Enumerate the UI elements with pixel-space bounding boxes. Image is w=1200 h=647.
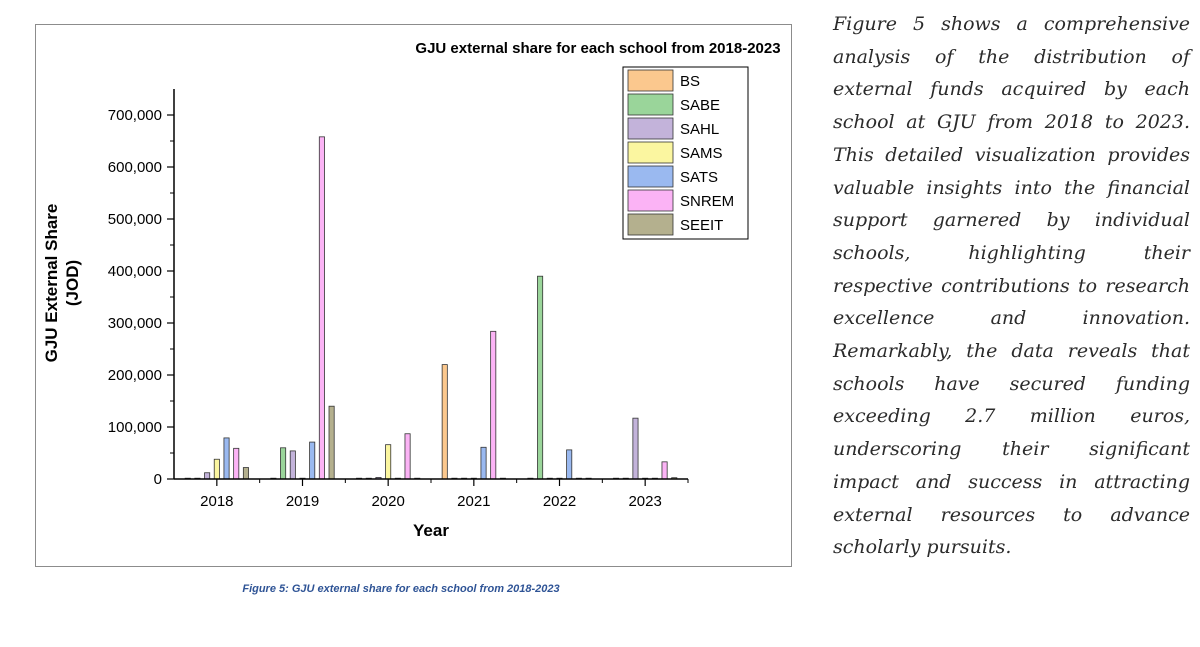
- bars: [184, 136, 678, 480]
- legend-label-seeit: SEEIT: [680, 217, 723, 234]
- x-axis: 2018 2019 2020 2021 2022 2023: [200, 479, 689, 510]
- chart-title: GJU external share for each school from …: [415, 40, 780, 57]
- y-tick-label: 700,000: [108, 107, 162, 124]
- y-axis-label-line1: GJU External Share: [42, 204, 61, 363]
- bar-sabe-2019: [280, 447, 287, 480]
- bar-seeit-2018: [242, 467, 249, 480]
- legend-swatch-sams: [627, 141, 674, 164]
- bar-sats-2022: [566, 449, 573, 480]
- legend-label-sahl: SAHL: [680, 121, 719, 138]
- bar-chart: GJU external share for each school from …: [42, 40, 781, 540]
- legend-swatch-sats: [627, 165, 674, 188]
- y-axis-label-line2: (JOD): [63, 260, 82, 306]
- bar-sats-2018: [223, 437, 230, 480]
- y-tick-label: 100,000: [108, 419, 162, 436]
- bar-sams-2018: [213, 458, 220, 480]
- bar-sams-2020: [385, 444, 392, 480]
- x-tick-label: 2021: [457, 493, 490, 510]
- bar-sahl-2023: [632, 417, 639, 480]
- bar-snrem-2018: [233, 447, 240, 480]
- y-axis: 0 100,000 200,000 300,000 400,000 500,000 600,…: [108, 107, 174, 488]
- y-tick-label: 600,000: [108, 159, 162, 176]
- x-axis-label: Year: [413, 521, 449, 540]
- bar-sahl-2018: [204, 472, 211, 480]
- bar-bs-2021: [441, 364, 448, 480]
- legend-swatch-seeit: [627, 213, 674, 236]
- bar-snrem-2019: [318, 136, 325, 480]
- bar-sats-2021: [480, 446, 487, 480]
- legend-swatch-snrem: [627, 189, 674, 212]
- bar-sats-2019: [309, 441, 316, 480]
- x-tick-label: 2022: [543, 493, 576, 510]
- bar-snrem-2023: [661, 461, 668, 480]
- description-paragraph: Figure 5 shows a comprehensive analysis …: [833, 13, 1190, 559]
- y-tick-label: 400,000: [108, 263, 162, 280]
- y-tick-label: 300,000: [108, 315, 162, 332]
- legend-label-bs: BS: [680, 73, 700, 90]
- bar-snrem-2021: [490, 330, 497, 480]
- legend: BS SABE SAHL SAMS SATS SNREM SEEIT: [622, 66, 749, 240]
- y-tick-label: 200,000: [108, 367, 162, 384]
- y-tick-label: 0: [154, 471, 162, 488]
- legend-label-snrem: SNREM: [680, 193, 734, 210]
- legend-swatch-bs: [627, 69, 674, 92]
- bar-seeit-2019: [328, 405, 335, 480]
- y-tick-label: 500,000: [108, 211, 162, 228]
- legend-label-sats: SATS: [680, 169, 718, 186]
- figure-caption: Figure 5: GJU external share for each sc…: [242, 583, 560, 595]
- bar-sabe-2022: [537, 275, 544, 480]
- legend-label-sabe: SABE: [680, 97, 720, 114]
- legend-label-sams: SAMS: [680, 145, 723, 162]
- legend-swatch-sahl: [627, 117, 674, 140]
- bar-sahl-2019: [289, 450, 296, 480]
- x-tick-label: 2023: [628, 493, 661, 510]
- legend-swatch-sabe: [627, 93, 674, 116]
- chart-frame: GJU external share for each school from …: [35, 24, 792, 567]
- x-tick-label: 2020: [371, 493, 404, 510]
- x-tick-label: 2018: [200, 493, 233, 510]
- x-tick-label: 2019: [286, 493, 319, 510]
- bar-snrem-2020: [404, 433, 411, 480]
